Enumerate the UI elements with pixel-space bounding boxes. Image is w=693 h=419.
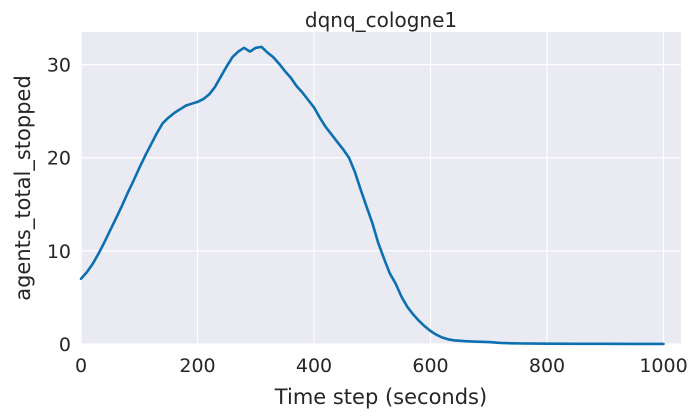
- x-tick-label: 1000: [639, 355, 687, 377]
- x-tick-label: 400: [296, 355, 332, 377]
- y-tick-label: 30: [47, 55, 71, 77]
- series-line: [79, 45, 665, 346]
- x-tick-label: 600: [412, 355, 448, 377]
- x-tick-label: 200: [179, 355, 215, 377]
- y-axis-label: agents_total_stopped: [11, 75, 36, 301]
- chart-title: dqnq_cologne1: [305, 8, 457, 32]
- y-tick-label: 10: [47, 241, 71, 263]
- plot-area: [81, 32, 681, 344]
- x-axis-label: Time step (seconds): [274, 385, 487, 409]
- y-tick-label: 20: [47, 148, 71, 170]
- y-tick-label: 0: [59, 334, 71, 356]
- x-gridlines: [80, 32, 665, 344]
- y-tick-labels: 0 10 20 30: [47, 55, 71, 356]
- x-tick-label: 800: [529, 355, 565, 377]
- x-tick-labels: 0 200 400 600 800 1000: [75, 355, 688, 377]
- x-tick-label: 0: [75, 355, 87, 377]
